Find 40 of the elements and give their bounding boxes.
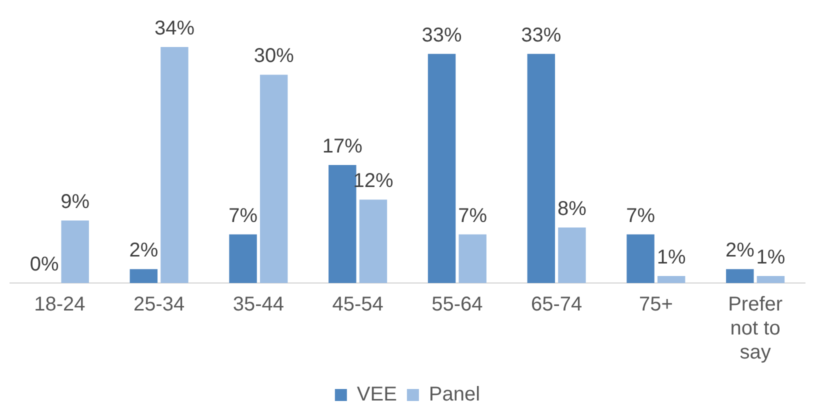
bar [558,227,586,283]
data-label: 9% [60,191,90,214]
bar [458,234,486,283]
legend-label: VEE [356,384,397,406]
x-tick-label: 35-44 [232,294,284,316]
bar [428,54,456,283]
x-tick-label: Prefer not to say [728,294,783,364]
data-label: 1% [756,246,786,269]
data-label: 34% [154,17,195,40]
bar [130,269,158,283]
x-tick-label: 55-64 [432,294,483,316]
bar [726,269,754,283]
bar [260,74,288,283]
data-label: 8% [558,198,587,220]
bar [657,276,686,283]
bar [527,54,556,283]
data-label: 0% [30,254,59,276]
data-label: 1% [656,246,686,269]
data-label: 30% [254,45,294,68]
bar [626,234,654,283]
data-label: 7% [228,204,258,227]
data-label: 2% [725,240,755,262]
x-tick-label: 45-54 [332,294,384,316]
bar [359,200,388,283]
bar [328,164,356,283]
bar [61,220,89,283]
x-tick-label: 75+ [638,294,673,316]
data-label: 17% [322,135,363,158]
bar [160,46,188,283]
data-label: 33% [521,24,562,46]
data-label: 7% [458,204,488,227]
bar [229,234,257,283]
legend-label: Panel [428,384,480,406]
data-label: 33% [422,24,462,46]
x-tick-label: 25-34 [133,294,185,316]
x-tick-label: 65-74 [530,294,582,316]
data-label: 7% [626,204,656,227]
data-label: 2% [129,240,158,262]
x-tick-label: 18-24 [34,294,86,316]
bar [756,276,785,283]
